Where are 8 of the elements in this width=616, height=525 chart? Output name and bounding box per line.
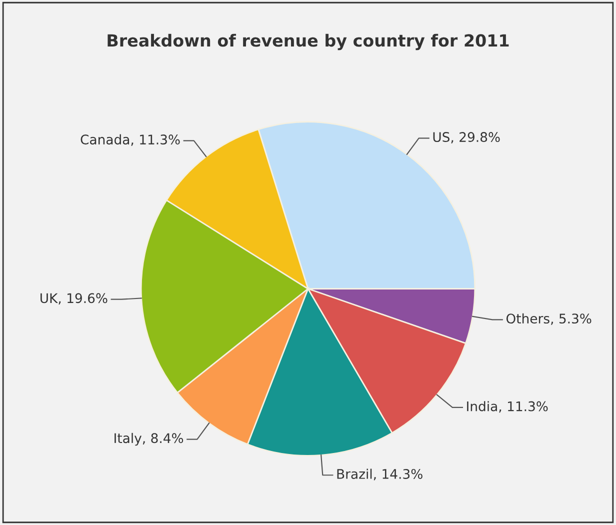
slice-label: UK, 19.6% bbox=[40, 293, 108, 304]
slice-label: Canada, 11.3% bbox=[80, 134, 180, 146]
chart-title: Breakdown of revenue by country for 2011 bbox=[108, 34, 509, 50]
slice-label: Others, 5.3% bbox=[506, 313, 592, 325]
slice-label: Brazil, 14.3% bbox=[337, 468, 422, 480]
slice-label: India, 11.3% bbox=[467, 401, 548, 413]
slice-label: US, 29.8% bbox=[433, 132, 500, 144]
slice-label: Italy, 8.4% bbox=[114, 432, 184, 446]
